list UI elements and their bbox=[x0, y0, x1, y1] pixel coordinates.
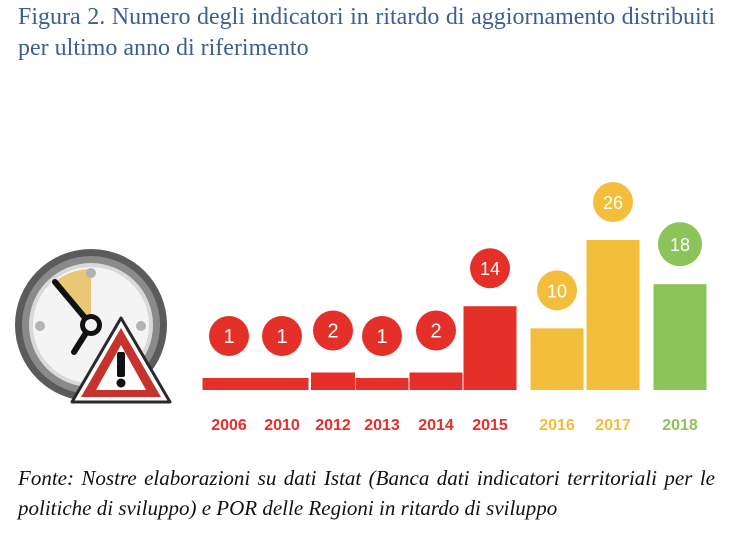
value-label-2016: 10 bbox=[547, 281, 567, 301]
value-bubble-2013 bbox=[362, 316, 402, 356]
value-bubble-2017 bbox=[593, 182, 633, 222]
bar-2015 bbox=[463, 306, 517, 390]
value-label-2012: 2 bbox=[327, 320, 338, 342]
value-bubble-2018 bbox=[658, 222, 702, 267]
category-label-2010: 2010 bbox=[264, 417, 300, 434]
category-label-2013: 2013 bbox=[364, 417, 400, 434]
value-bubble-2014 bbox=[416, 310, 456, 351]
clock-warning-icon bbox=[15, 249, 172, 404]
value-label-2018: 18 bbox=[670, 235, 690, 255]
value-label-2013: 1 bbox=[376, 326, 387, 348]
plot-area: 1 2006 1 2010 2 2012 1 2013 2 2014 14 2015 10 2016 26 2… bbox=[202, 182, 707, 434]
figure-title: Figura 2. Numero degli indicatori in rit… bbox=[18, 4, 715, 61]
bar-2010 bbox=[255, 378, 309, 390]
value-label-2017: 26 bbox=[603, 193, 623, 213]
value-bubble-2015 bbox=[470, 248, 510, 289]
bar-2006 bbox=[202, 378, 256, 390]
bar-2017 bbox=[586, 240, 640, 390]
value-bubble-2006 bbox=[209, 316, 249, 356]
bar-2018 bbox=[653, 284, 707, 390]
value-label-2015: 14 bbox=[480, 259, 500, 279]
value-label-2014: 2 bbox=[430, 320, 441, 342]
category-label-2018: 2018 bbox=[662, 417, 698, 434]
value-label-2010: 1 bbox=[276, 326, 287, 348]
value-bubble-2010 bbox=[262, 316, 302, 356]
category-label-2017: 2017 bbox=[595, 417, 631, 434]
value-bubble-2012 bbox=[313, 310, 353, 351]
bar-2013 bbox=[355, 378, 409, 390]
category-label-2014: 2014 bbox=[418, 417, 454, 434]
figure-source: Fonte: Nostre elaborazioni su dati Istat… bbox=[18, 466, 715, 520]
bar-2016 bbox=[530, 328, 584, 390]
category-label-2016: 2016 bbox=[539, 417, 575, 434]
bar-2012 bbox=[311, 372, 355, 390]
value-label-2006: 1 bbox=[223, 326, 234, 348]
category-label-2006: 2006 bbox=[211, 417, 247, 434]
category-label-2012: 2012 bbox=[315, 417, 351, 434]
bar-2014 bbox=[409, 372, 463, 390]
category-label-2015: 2015 bbox=[472, 417, 508, 434]
value-bubble-2016 bbox=[537, 270, 577, 311]
